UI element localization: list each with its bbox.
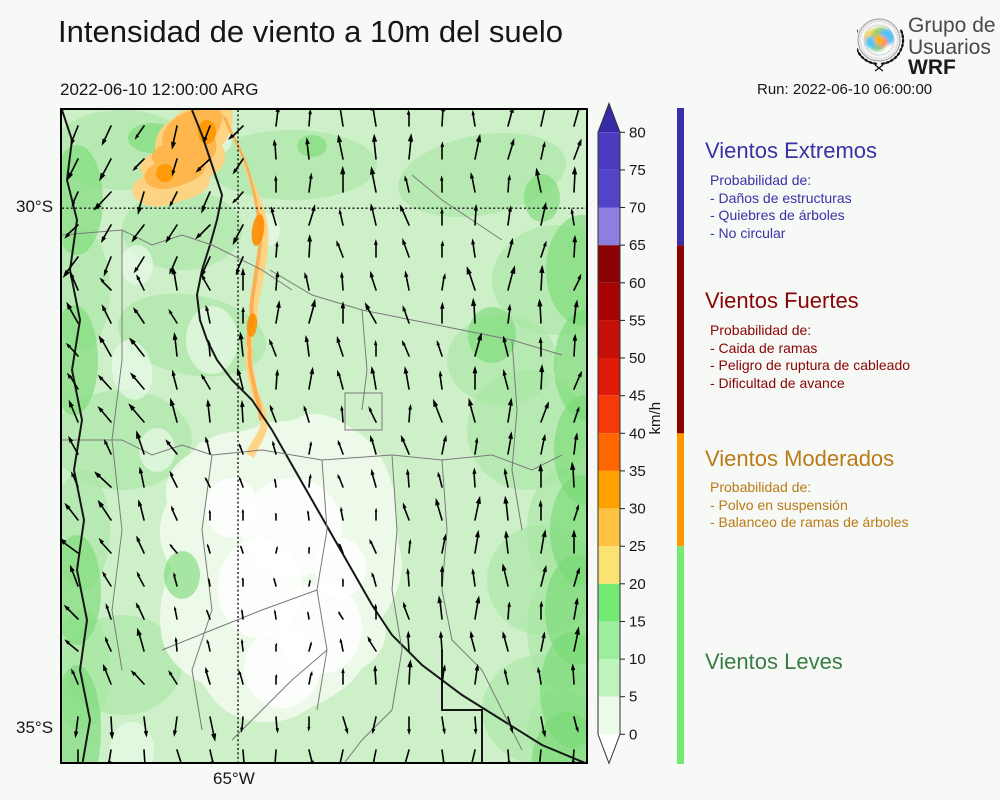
svg-text:65: 65 (629, 237, 646, 254)
svg-text:40: 40 (629, 425, 646, 442)
svg-text:20: 20 (629, 576, 646, 593)
svg-text:80: 80 (629, 124, 646, 141)
svg-text:25: 25 (629, 538, 646, 555)
svg-text:km/h: km/h (647, 402, 664, 435)
svg-text:70: 70 (629, 200, 646, 217)
svg-text:75: 75 (629, 162, 646, 179)
svg-text:30: 30 (629, 501, 646, 518)
svg-text:50: 50 (629, 350, 646, 367)
svg-text:5: 5 (629, 689, 637, 706)
svg-text:0: 0 (629, 726, 637, 743)
svg-text:15: 15 (629, 614, 646, 631)
svg-text:45: 45 (629, 388, 646, 405)
svg-text:35: 35 (629, 463, 646, 480)
svg-text:60: 60 (629, 275, 646, 292)
svg-text:10: 10 (629, 651, 646, 668)
svg-text:55: 55 (629, 312, 646, 329)
